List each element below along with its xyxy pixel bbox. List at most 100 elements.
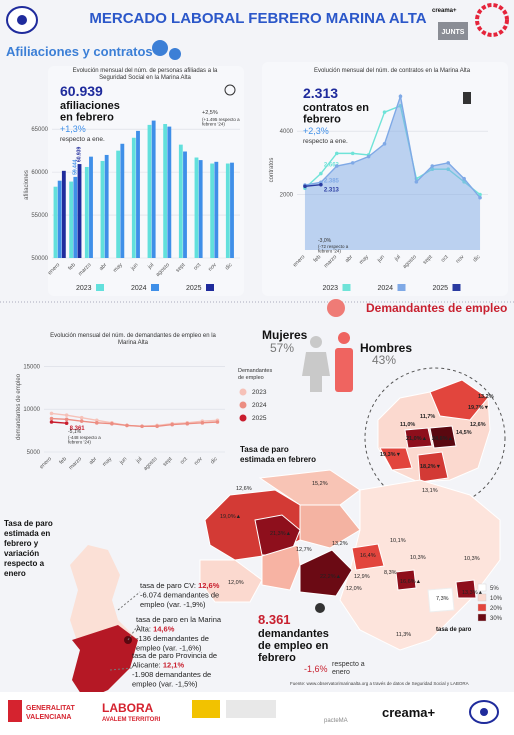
bar [100,160,105,258]
map-legend-label: 10% [490,596,503,602]
map-legend-label: 20% [490,606,503,612]
bar [198,160,203,258]
annotation: +1,3% [60,124,86,134]
map-label: 19,3%▼ [380,452,401,458]
point [350,151,355,156]
x-tick-label: oct [440,254,450,264]
stat-label: Alicante: 12,1% [132,661,184,670]
x-tick-label: jun [129,262,139,272]
bar [225,163,230,258]
map-legend-swatch [477,613,487,622]
bar [167,126,172,258]
stat-line: empleo (var. -1,5%) [132,680,198,689]
point [49,420,54,424]
stat-line: -1.908 demandantes de [132,670,211,679]
value-label: 59.444 [73,159,79,175]
point [155,424,159,429]
x-tick-label: jul [135,456,144,465]
gva-logo [8,700,22,722]
x-tick-label: jun [376,254,386,264]
region-dot [124,636,132,644]
map-region [199,559,263,603]
map-label: 11,3% [396,632,411,638]
point [94,421,99,425]
annotation: +2,5% [202,110,218,116]
stat-label-part: tasa de paro CV: [140,581,198,590]
section-title: Afiliaciones y contratos [6,44,153,59]
point [414,180,419,184]
text-line: de empleo [238,375,264,381]
women-label: Mujeres [262,328,308,342]
text-line: febrero '24) [68,440,91,445]
text-line: Demandantes [238,368,272,374]
inset-region [379,447,413,471]
bar [151,120,156,259]
text-line: de empleo en [258,640,329,652]
legend-label: 2024 [378,285,394,292]
people-icon [224,84,236,96]
map-label: 13,2% [478,394,494,400]
legend-swatch [96,284,104,291]
y-tick-label: 10000 [23,407,40,413]
point [303,184,307,189]
x-tick-label: jul [146,262,155,271]
legend-swatch [397,284,406,291]
bar [69,181,74,258]
area [304,96,481,250]
text-line: en febrero [60,112,114,124]
worker-icon [463,92,471,104]
total-change: -1,6% [304,664,328,674]
legend-swatch [342,284,351,291]
annotation: respecto a ene. [60,136,105,143]
text-line: Tasa de paro [240,445,289,454]
annotation: (-72 respecto a febrero '24) [318,244,349,254]
map-label: 14,5% [456,430,472,436]
bar [116,150,121,258]
point [79,419,84,423]
total-change-label: respecto a enero [332,661,365,676]
text-line: febrero y [4,539,39,548]
text-line: Evolución mensual del núm. de demandante… [50,333,216,339]
map-label: 10,3% [464,556,480,562]
x-tick-label: jul [393,254,402,263]
legend-swatch [239,388,247,396]
text-line: febrero [303,114,341,126]
stat-line: empleo (var. -1,6%) [136,644,202,653]
text-line: Evolución mensual del núm. de contratos … [314,68,471,74]
x-tick-label: jun [118,456,128,466]
stat-line: empleo (var. -1,9%) [140,600,206,609]
connector [127,624,139,641]
point [462,176,466,181]
text-line: respecto a [4,559,45,568]
x-tick-label: feb [58,456,68,466]
value-label: 2.663 [324,163,340,169]
value-label: 60.939 [77,147,83,163]
stat-label-part: tasa de paro Provincia de [132,651,217,660]
point [430,164,435,168]
legend-label: 2023 [323,285,339,292]
legend-label: 2023 [252,389,267,396]
value-label: 2.385 [324,178,340,184]
gva-text: VALENCIANA [26,714,71,721]
bar [84,166,89,258]
bar [210,163,215,258]
text-line: febrero '24) [318,249,341,254]
point [334,164,339,168]
map-label: 11,7% [420,414,435,420]
eye-pupil [480,708,488,716]
inset-region [429,379,489,421]
map-label: 11,0% [400,422,415,428]
woman-icon [310,336,322,348]
map-label: 13,1% [422,488,438,494]
map-legend-title: tasa de paro [436,627,472,633]
stat-label: tasa de paro CV: 12,6% [140,581,220,590]
map-title: Tasa de paro estimada en febrero [240,445,316,464]
bar [104,154,109,258]
map-label: 10,3% [410,555,426,561]
y-tick-label: 5000 [27,450,41,456]
map-legend-swatch [477,593,487,602]
text-line: (+1.495 respecto a [202,117,240,122]
legend-label: 2025 [186,285,202,292]
source: Fuente: www.observatorimarinaalta.org a … [290,681,469,686]
text-line: demandantes [258,628,329,640]
